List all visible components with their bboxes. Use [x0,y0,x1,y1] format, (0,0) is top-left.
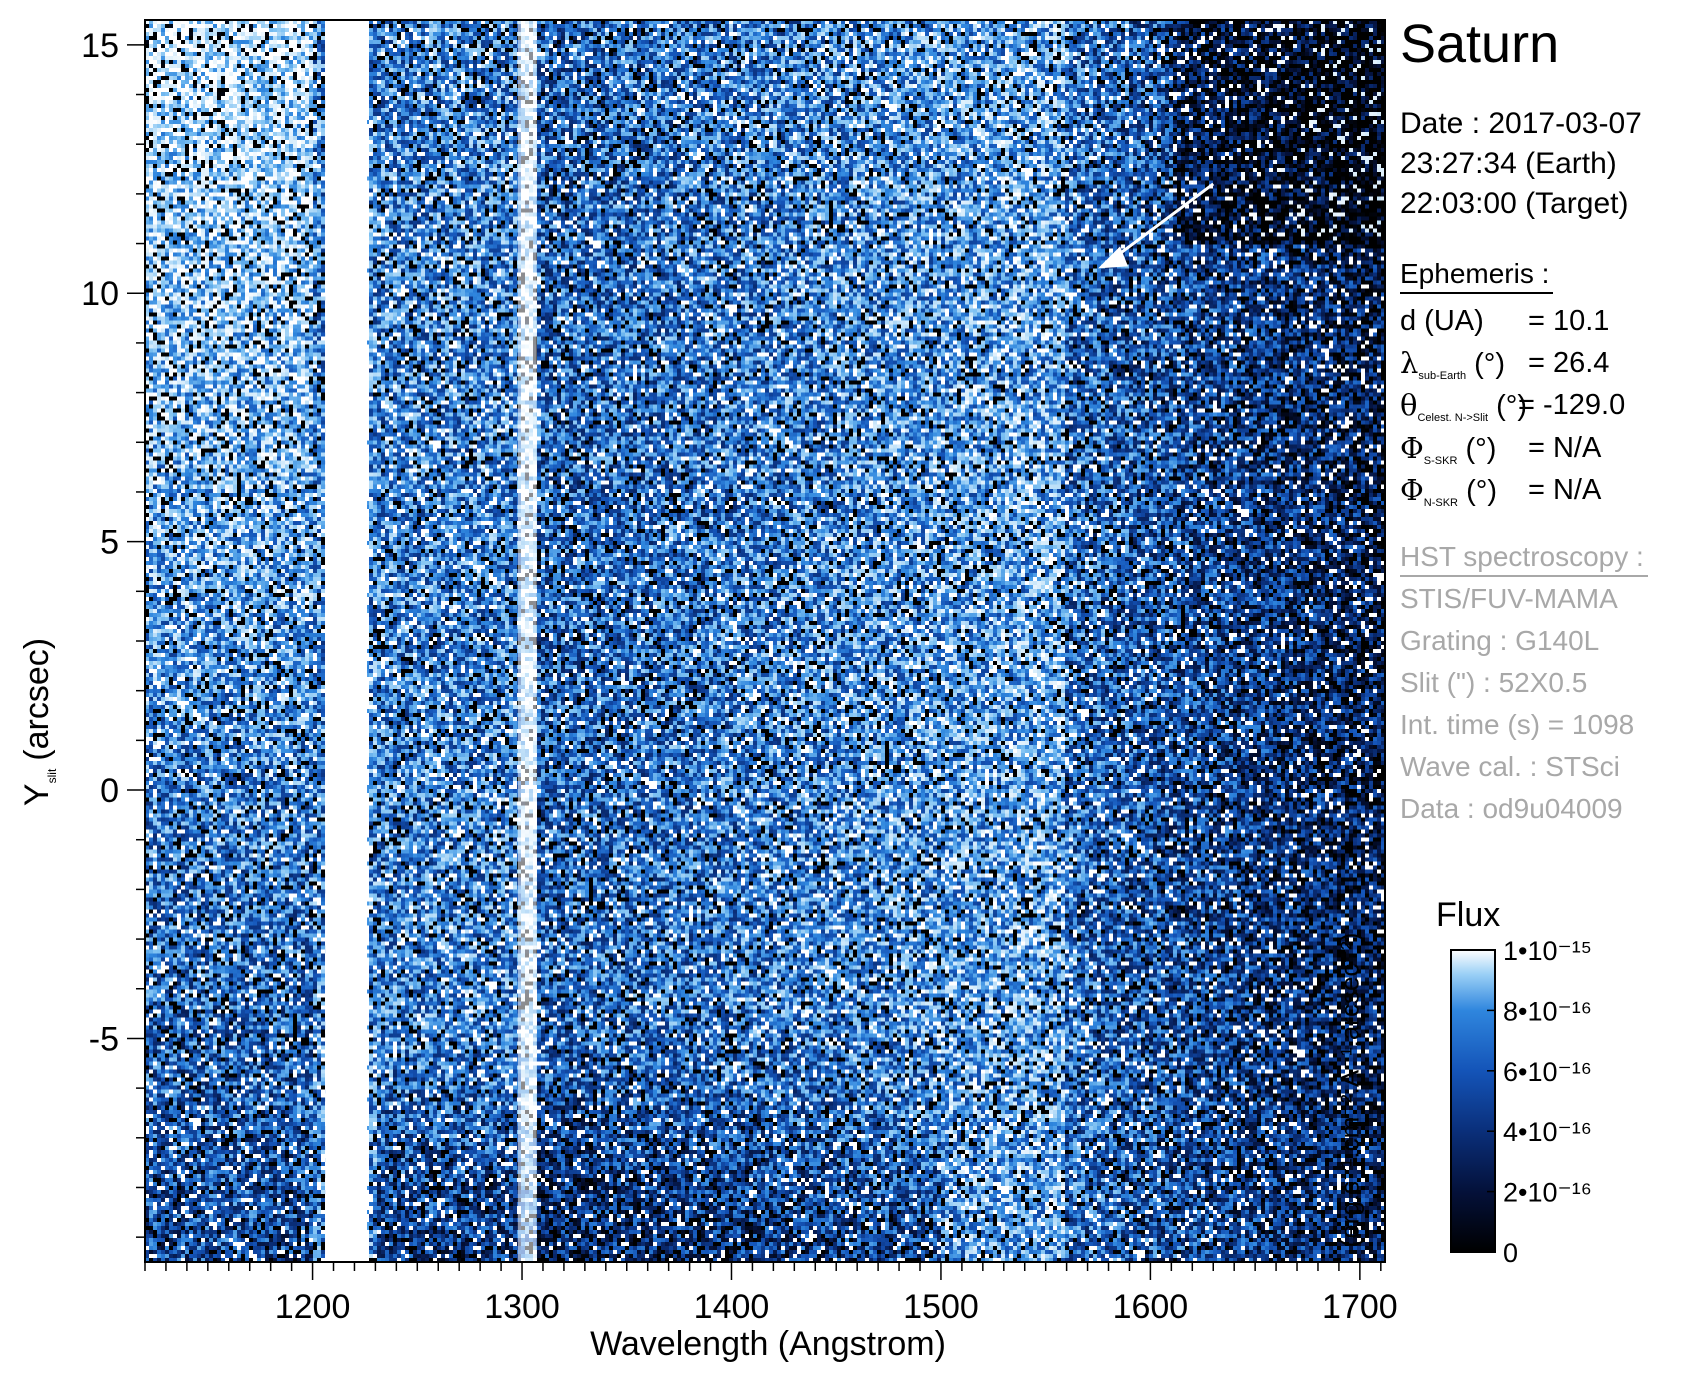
earth-time-line: 23:27:34 (Earth) [1400,147,1617,180]
theta-value: = -129.0 [1518,389,1626,421]
x-tick-label: 1700 [1322,1288,1398,1326]
hst-title: HST spectroscopy : [1400,539,1648,577]
x-tick-label: 1300 [484,1288,560,1326]
theta-subscript: Celest. N->Slit [1417,412,1489,424]
lambda-symbol: λ [1400,346,1419,380]
target-time-line: 22:03:00 (Target) [1400,187,1629,220]
phi-s-symbol: Φ [1400,431,1424,465]
hst-instrument: STIS/FUV-MAMA [1400,583,1618,614]
ephemeris-distance-label: d (UA) [1400,305,1484,337]
theta-unit: (°) [1488,390,1528,422]
colorbar-tick-label: 6•10⁻¹⁶ [1503,1057,1592,1087]
colorbar-unit: (erg.s⁻¹.cm⁻².A⁻¹.arcsec⁻²) [1334,932,1365,1248]
y-tick-label: 10 [81,275,119,313]
colorbar-tick-label: 0 [1503,1238,1518,1268]
phi-s-unit: (°) [1457,433,1497,465]
phi-n-symbol: Φ [1400,473,1424,507]
x-tick-label: 1200 [275,1288,351,1326]
hst-grating: Grating : G140L [1400,625,1600,656]
arrow-shaft [1107,182,1215,264]
lambda-value: = 26.4 [1528,347,1610,379]
ephemeris-sub-earth-latitude: λsub-Earth (°) = 26.4 [1400,345,1609,394]
ephemeris-distance-value: = 10.1 [1528,305,1610,337]
hst-slit: Slit (") : 52X0.5 [1400,667,1588,698]
phi-n-unit: (°) [1458,475,1497,507]
hst-data-id: Data : od9u04009 [1400,793,1623,824]
hst-int-time: Int. time (s) = 1098 [1400,709,1635,740]
y-tick-label: 0 [100,772,119,810]
theta-symbol: θ [1400,388,1418,422]
x-tick-label: 1500 [903,1288,979,1326]
colorbar-gradient [1450,949,1496,1253]
emission-line [517,20,537,1262]
date-line: Date : 2017-03-07 [1400,107,1642,140]
arrow-head [1098,246,1129,269]
ephemeris-block: Ephemeris : [1400,256,1554,294]
colorbar-tick-label: 8•10⁻¹⁶ [1503,996,1592,1026]
y-axis: -5 0 5 10 15 [81,27,145,1238]
x-axis-label: Wavelength (Angstrom) [590,1325,946,1363]
phi-s-subscript: S-SKR [1423,455,1458,467]
ephemeris-title: Ephemeris : [1400,256,1554,294]
lambda-subscript: sub-Earth [1418,370,1467,382]
colorbar: 0 2•10⁻¹⁶ 4•10⁻¹⁶ 6•10⁻¹⁶ 8•10⁻¹⁶ 1•10⁻¹⁵ [1450,936,1592,1268]
svg-text:Yslit(arcsec): Yslit(arcsec) [18,638,59,806]
x-tick-label: 1600 [1113,1288,1189,1326]
ephemeris-n-skr: ΦN-SKR (°) = N/A [1400,472,1601,521]
saturated-emission-line [325,20,368,1262]
phi-n-subscript: N-SKR [1423,497,1459,509]
hst-wave-cal: Wave cal. : STSci [1400,751,1620,782]
colorbar-title: Flux [1436,896,1501,934]
ephemeris-s-skr: ΦS-SKR (°) = N/A [1400,430,1601,479]
x-axis: 1200 1300 1400 1500 1600 1700 [144,1262,1398,1326]
x-tick-label: 1400 [694,1288,770,1326]
phi-n-value: = N/A [1528,474,1602,506]
ephemeris-slit-angle: θCelest. N->Slit (°) = -129.0 [1400,387,1625,436]
phi-s-value: = N/A [1528,432,1602,464]
y-tick-label: 15 [81,27,119,65]
colorbar-tick-label: 2•10⁻¹⁶ [1503,1178,1592,1208]
ephemeris-distance: d (UA) = 10.1 [1400,303,1609,339]
lambda-unit: (°) [1466,348,1506,380]
colorbar-tick-label: 1•10⁻¹⁵ [1503,936,1592,966]
target-title: Saturn [1400,14,1560,74]
y-tick-label: -5 [89,1020,119,1058]
date-block: Date : 2017-03-07 23:27:34 (Earth) 22:03… [1400,104,1642,224]
y-axis-label: Yslit(arcsec) [18,638,59,806]
spectral-features [325,20,1215,1262]
colorbar-tick-label: 4•10⁻¹⁶ [1503,1117,1592,1147]
hst-block: HST spectroscopy : STIS/FUV-MAMA Grating… [1400,536,1648,830]
y-tick-label: 5 [100,524,119,562]
